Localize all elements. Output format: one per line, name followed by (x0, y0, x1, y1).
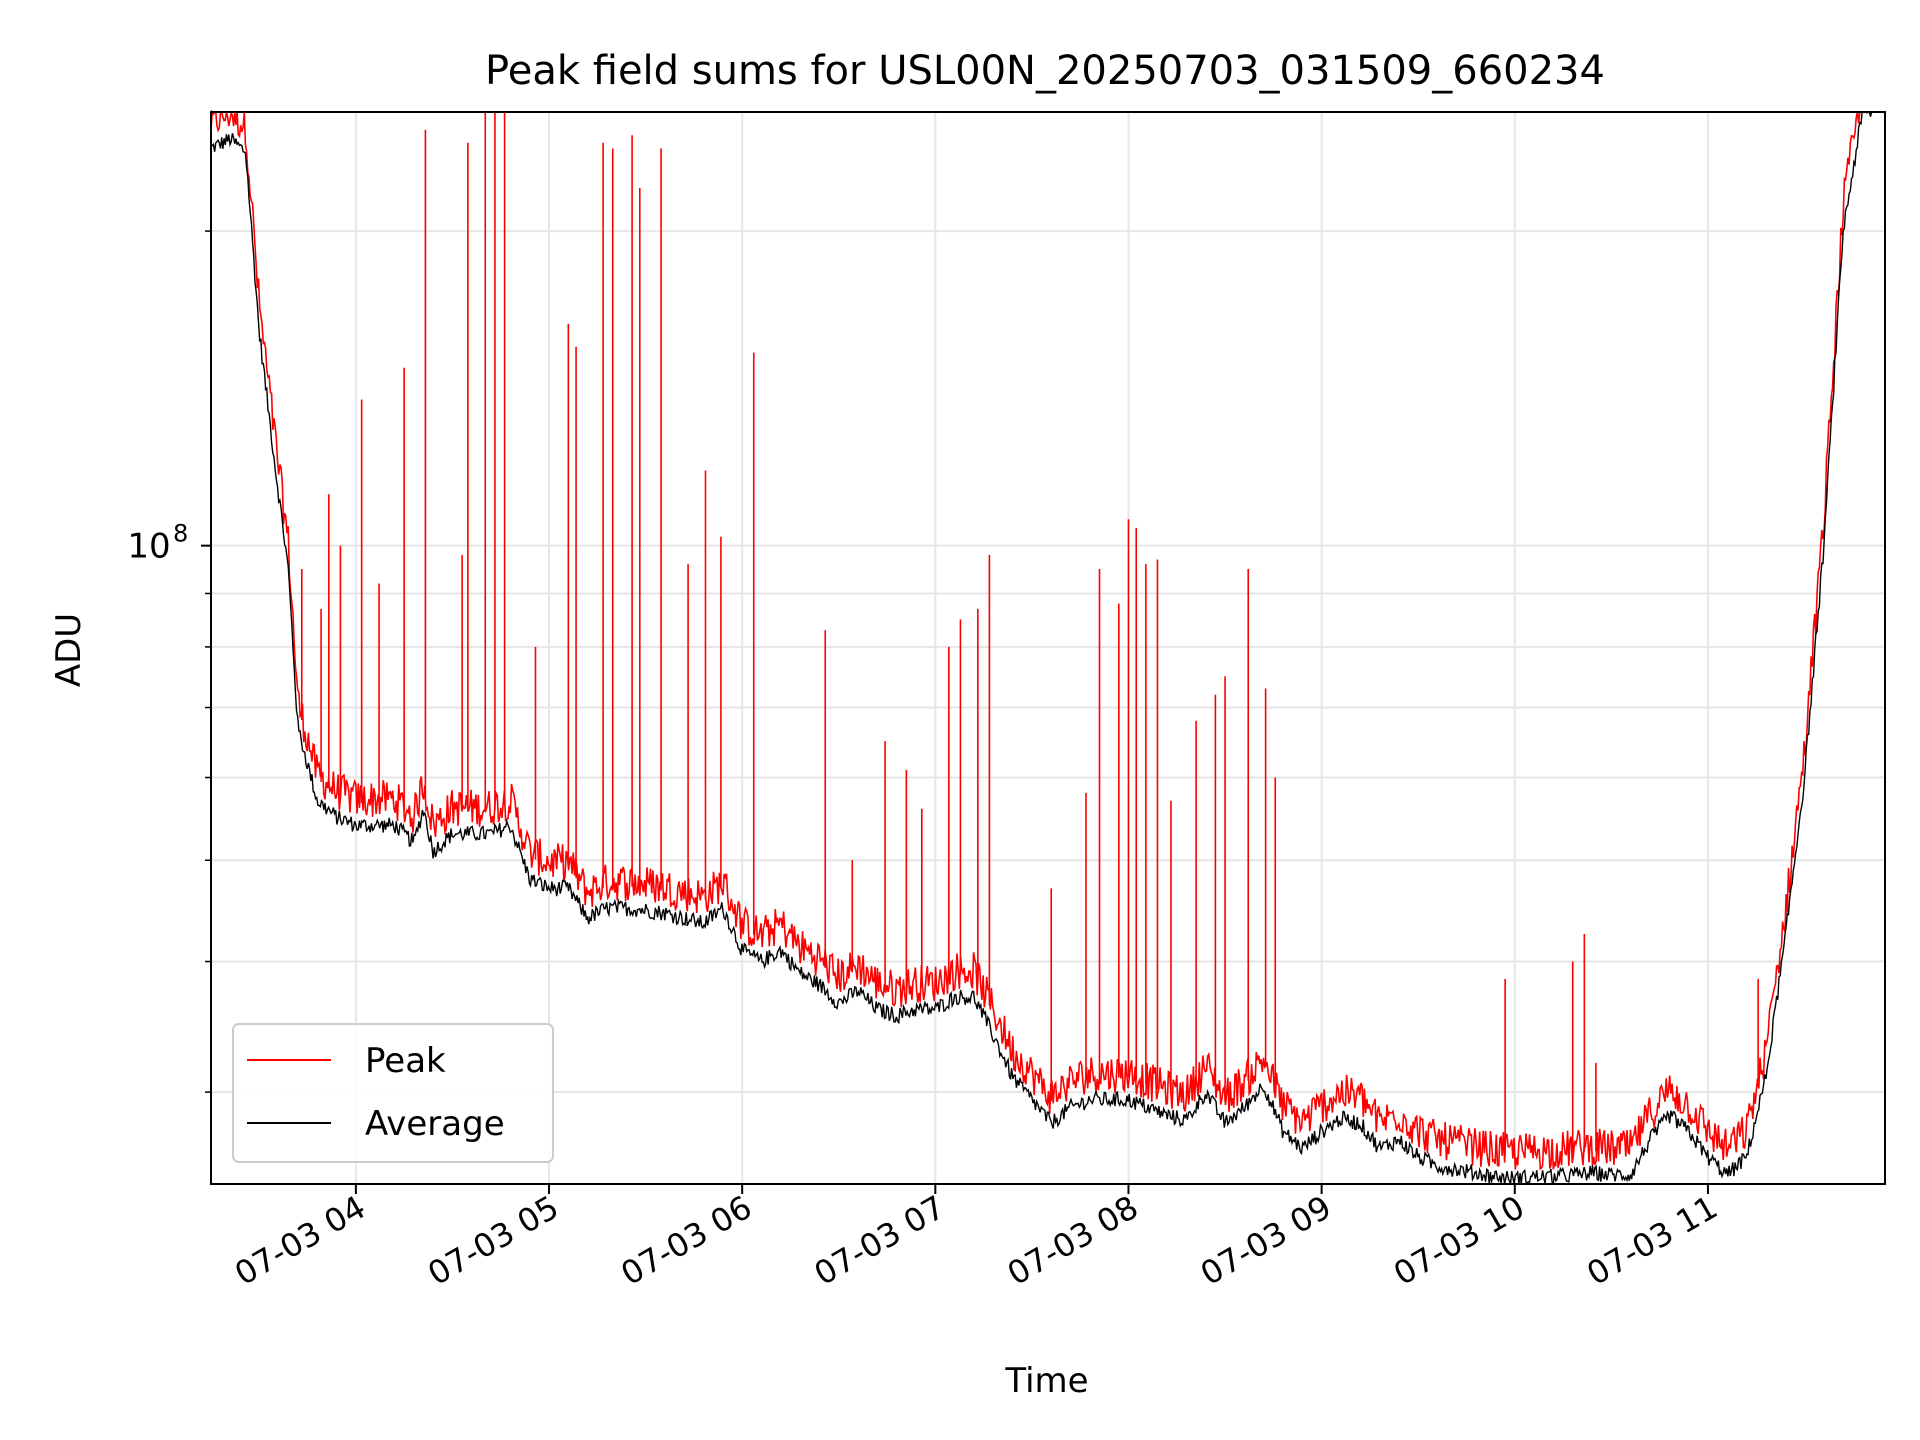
legend-peak-label: Peak (365, 1041, 446, 1081)
average-line (210, 111, 1874, 1186)
peak-series (210, 109, 1874, 1171)
y-axis-label: ADU (49, 613, 89, 687)
peak-line (210, 109, 1874, 1171)
legend-box (232, 1023, 554, 1163)
plot-frame (210, 111, 1886, 1185)
average-series (210, 111, 1874, 1186)
legend: Peak Average (232, 1023, 554, 1163)
legend-average-label: Average (365, 1104, 505, 1144)
y-tick-label-exponent: 8 (173, 520, 188, 548)
x-axis-label: Time (1004, 1361, 1088, 1401)
chart-title: Peak field sums for USL00N_20250703_0315… (485, 48, 1605, 94)
y-tick-label: 10 (127, 527, 170, 567)
